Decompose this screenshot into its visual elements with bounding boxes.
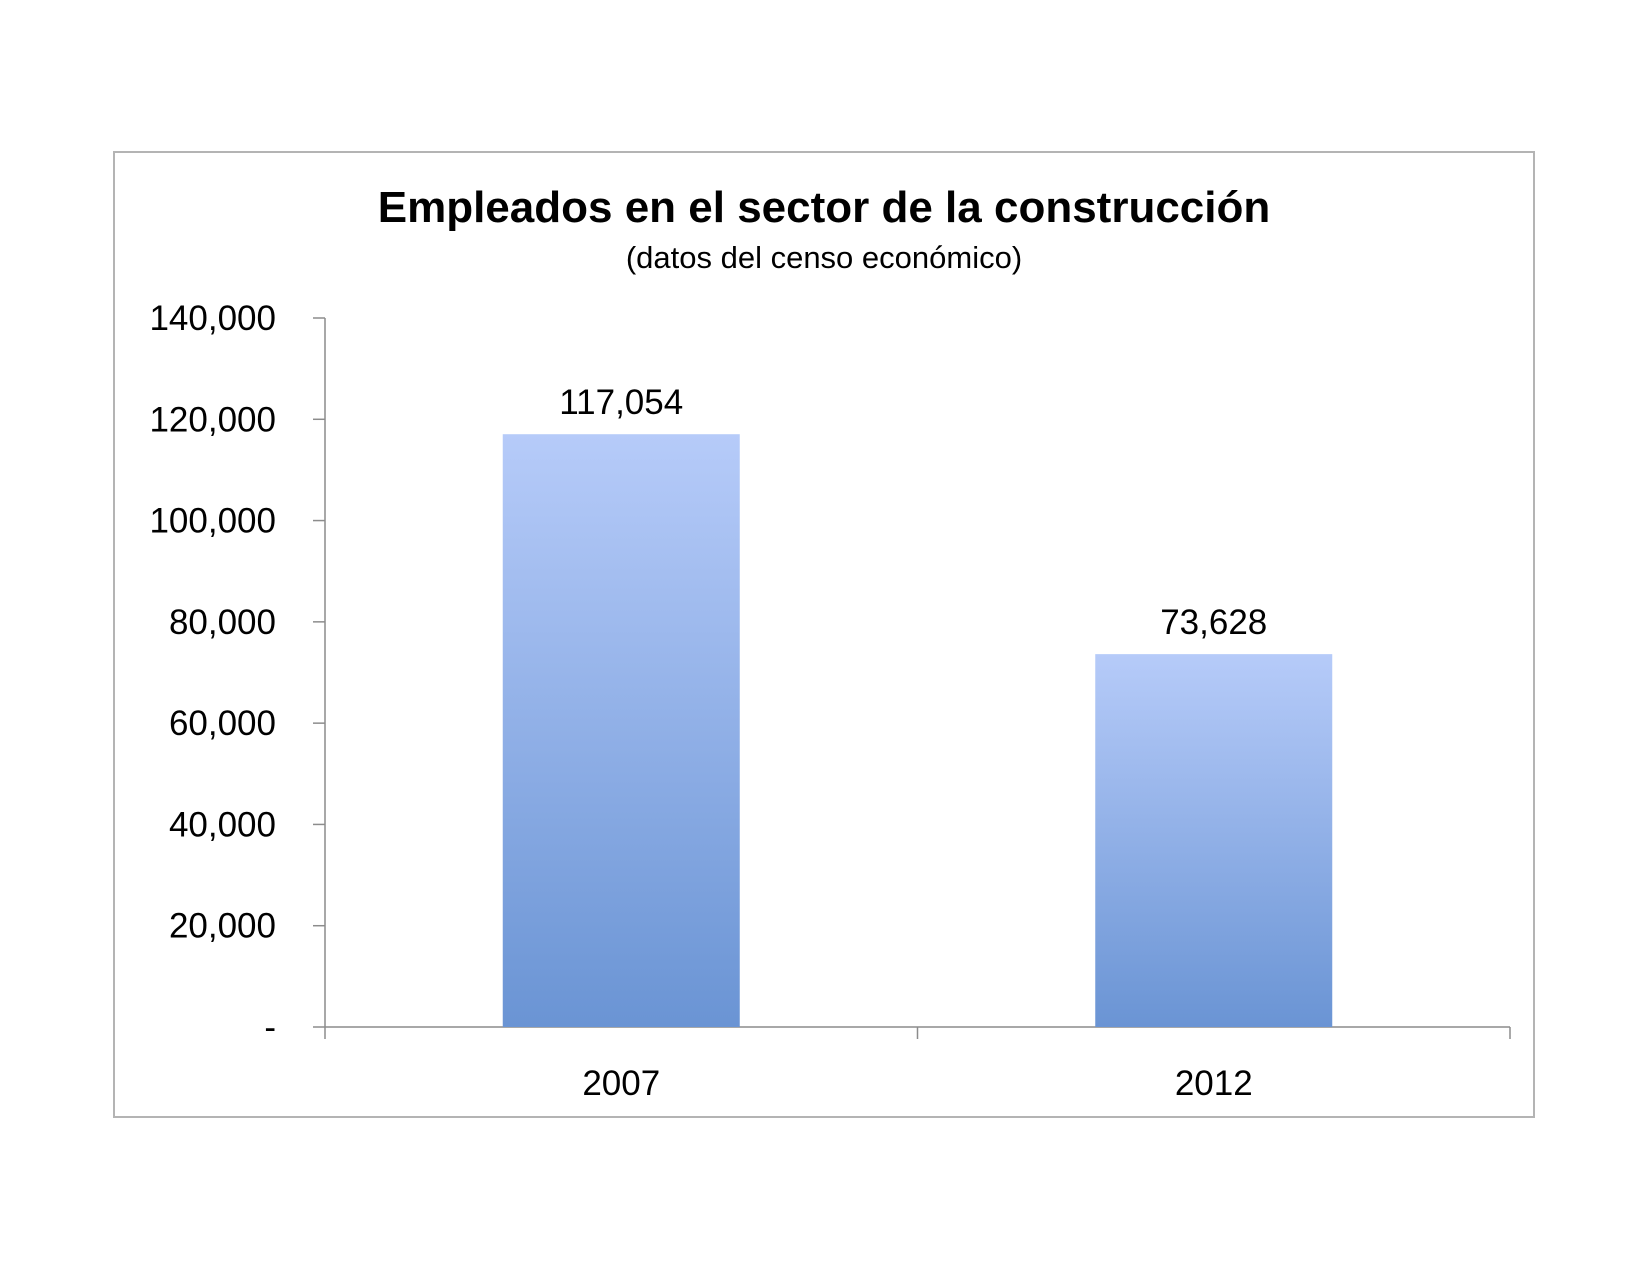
value-label-2007: 117,054	[559, 383, 683, 422]
category-label-2007: 2007	[582, 1064, 660, 1103]
y-tick-label: 140,000	[149, 299, 276, 338]
value-label-2012: 73,628	[1160, 603, 1267, 642]
value-labels: 117,054 73,628	[559, 383, 1267, 642]
chart-title: Empleados en el sector de la construcció…	[378, 183, 1271, 232]
bar-2007	[502, 434, 740, 1028]
y-tick-label: 80,000	[169, 603, 276, 642]
y-tick-label: 100,000	[149, 502, 276, 541]
y-tick-label: 40,000	[169, 805, 276, 844]
bars	[502, 434, 1333, 1028]
y-tick-label: 20,000	[169, 907, 276, 946]
category-label-2012: 2012	[1175, 1064, 1253, 1103]
y-tick-label: 120,000	[149, 400, 276, 439]
category-labels: 2007 2012	[582, 1064, 1252, 1103]
y-axis: - 20,000 40,000 60,000 80,000 100,000 120,000 1…	[149, 299, 326, 1047]
y-tick-label: -	[264, 1008, 276, 1047]
bar-2012	[1095, 654, 1333, 1027]
chart-subtitle: (datos del censo económico)	[626, 240, 1022, 275]
y-tick-label: 60,000	[169, 704, 276, 743]
